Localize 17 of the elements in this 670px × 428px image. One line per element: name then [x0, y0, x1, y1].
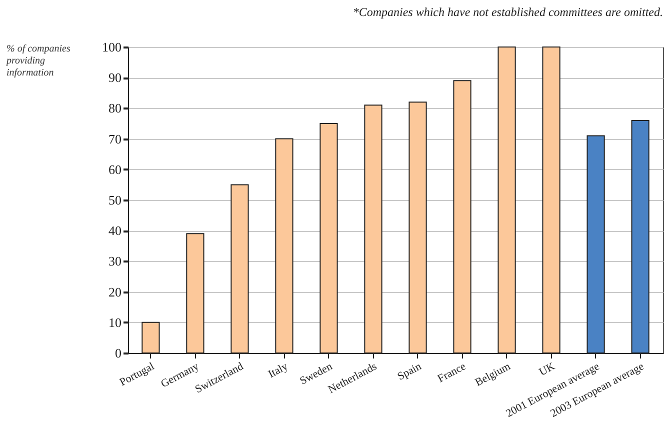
- y-tick-label: 20: [108, 284, 122, 300]
- y-tick-label: 70: [108, 131, 122, 146]
- y-tick-label: 60: [108, 162, 122, 177]
- x-tick-label: France: [436, 360, 468, 386]
- y-tick-label: 40: [108, 223, 122, 238]
- x-tick-label: UK: [537, 360, 557, 379]
- y-tick-label: 30: [108, 254, 122, 269]
- y-tick-label: 80: [108, 100, 122, 116]
- y-tick-label: 50: [108, 192, 122, 208]
- y-tick-label: 100: [102, 40, 122, 54]
- y-tick-label: 10: [108, 314, 122, 330]
- x-tick-label: Spain: [396, 360, 424, 383]
- x-tick-label: Italy: [266, 360, 290, 381]
- y-tick-label: 90: [108, 70, 122, 86]
- y-axis-title: % of companies providing information: [6, 44, 70, 78]
- y-tick-label: 0: [115, 346, 122, 360]
- text: *Companies which have not established committees are omitted.: [352, 5, 663, 19]
